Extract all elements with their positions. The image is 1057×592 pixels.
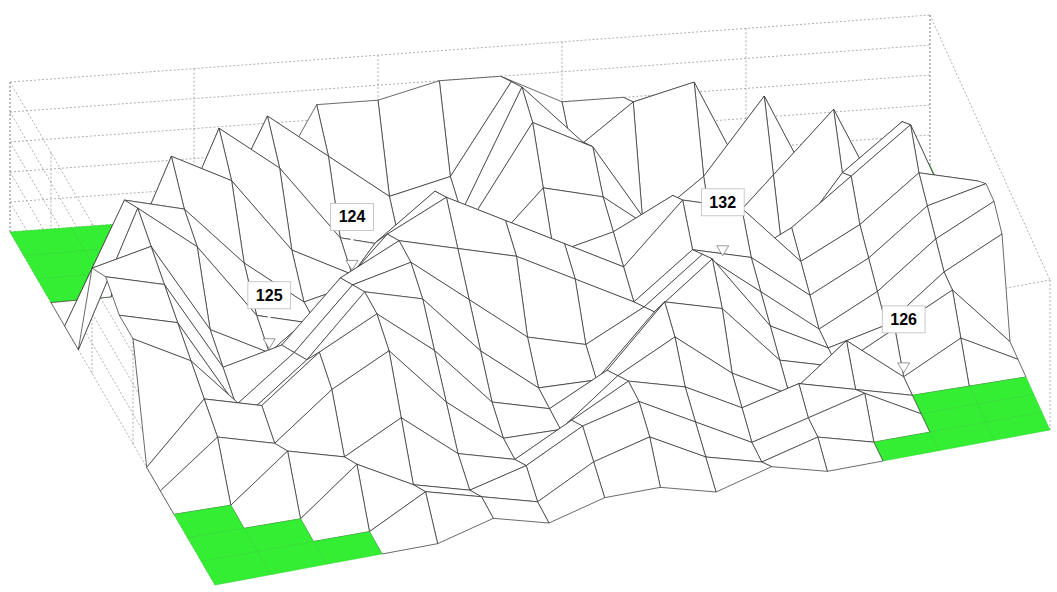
annotation-arrowhead <box>717 246 729 256</box>
grid-line <box>1050 280 1051 430</box>
annotation-arrow <box>902 335 905 365</box>
surface-cell <box>538 462 605 523</box>
chart: 124 132 125 126 <box>0 0 1057 592</box>
surface-cell <box>818 437 883 471</box>
grid-line <box>10 82 11 232</box>
annotation: 125 <box>248 282 291 349</box>
annotation-box <box>248 282 291 309</box>
annotation: 132 <box>701 189 744 256</box>
surface-cell <box>930 422 994 450</box>
surface-cell <box>301 464 370 541</box>
surface-cell <box>369 492 437 554</box>
surface-cell <box>808 393 874 442</box>
annotation-arrow <box>268 311 271 341</box>
annotation-arrow <box>721 218 724 248</box>
annotation: 126 <box>882 306 925 373</box>
surface-cell <box>618 337 685 387</box>
surface-cell <box>528 337 597 388</box>
annotation: 124 <box>331 203 374 270</box>
annotation-label: 125 <box>256 287 283 304</box>
annotation-arrowhead <box>263 339 275 349</box>
surface-cell <box>160 437 230 514</box>
surface-cell <box>706 457 772 492</box>
surface-cell <box>275 390 345 457</box>
annotation-arrowhead <box>346 260 358 270</box>
annotation-label: 126 <box>890 311 917 328</box>
surface-cell <box>231 451 301 528</box>
annotation-arrow <box>351 232 354 262</box>
surface-cell <box>594 437 661 498</box>
surface-cell <box>762 437 828 471</box>
surface-cell <box>106 277 178 323</box>
annotation-label: 124 <box>339 208 366 225</box>
surface-cell <box>201 552 270 585</box>
surface-cell <box>986 412 1050 440</box>
grid <box>10 15 1050 585</box>
grid-line <box>930 15 931 165</box>
annotation-box <box>701 189 744 216</box>
annotation-box <box>331 203 374 230</box>
annotation-arrowhead <box>898 363 910 373</box>
surface-cell <box>874 432 939 461</box>
grid-line <box>10 15 930 82</box>
surface <box>10 76 1050 585</box>
surface-cell <box>904 338 970 395</box>
grid-line <box>930 15 1050 280</box>
surface-cell <box>92 246 164 284</box>
grid-line <box>10 82 11 232</box>
surface-cell <box>378 81 450 197</box>
annotations: 124 132 125 126 <box>248 189 925 373</box>
grid-line <box>930 15 931 165</box>
annotation-box <box>882 306 925 333</box>
annotation-label: 132 <box>709 194 736 211</box>
